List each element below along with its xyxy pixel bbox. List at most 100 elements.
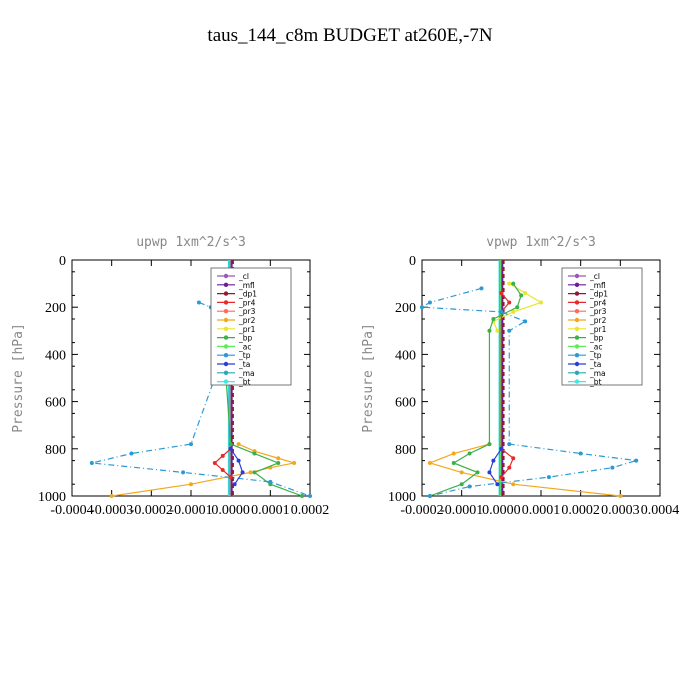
legend-marker xyxy=(223,273,229,279)
legend-marker xyxy=(574,361,580,367)
data-point-ta xyxy=(491,458,496,463)
legend-marker xyxy=(574,309,580,314)
x-tick-label: 0.0002 xyxy=(291,503,330,518)
data-point-tp xyxy=(578,451,583,456)
legend-label: _ac xyxy=(589,342,602,351)
x-tick-label: 0.0000 xyxy=(211,503,250,518)
y-tick-label: 0 xyxy=(409,254,416,269)
x-tick-label: -0.0003 xyxy=(90,503,133,518)
legend-marker xyxy=(574,317,580,323)
x-tick-label: 0.0003 xyxy=(601,503,640,518)
legend-marker xyxy=(223,353,229,358)
legend-marker xyxy=(574,353,580,358)
legend-label: _pr2 xyxy=(238,316,256,325)
data-point-pr1 xyxy=(507,281,512,286)
y-tick-label: 400 xyxy=(395,348,416,363)
data-point-ta xyxy=(236,458,241,463)
legend-label: _pr1 xyxy=(238,325,256,334)
data-point-pr2 xyxy=(276,456,281,461)
series-line-bp xyxy=(429,283,522,497)
panel-title: upwp 1xm^2/s^3 xyxy=(136,235,246,250)
data-point-pr1 xyxy=(495,328,500,333)
y-tick-label: 800 xyxy=(395,443,416,458)
x-tick-label: -0.0001 xyxy=(440,503,483,518)
legend-marker xyxy=(574,282,580,287)
data-point-tp xyxy=(420,305,424,310)
legend-label: _cl xyxy=(589,272,600,281)
legend-box xyxy=(561,267,643,386)
chart-panel-1: upwp 1xm^2/s^3 Pressure [hPa] 0 200 400 600 80… xyxy=(11,235,329,518)
legend-marker xyxy=(223,335,229,340)
x-tick-label: 0.0004 xyxy=(641,503,680,518)
legend-label: _pr1 xyxy=(589,325,607,334)
legend-marker xyxy=(223,326,229,331)
data-point-ta xyxy=(240,470,245,475)
x-tick-label: -0.0002 xyxy=(130,503,173,518)
legend-label: _pr4 xyxy=(238,298,256,307)
series-line-pr2 xyxy=(111,443,295,497)
data-point-pr2 xyxy=(427,460,432,465)
data-point-tp xyxy=(634,458,639,463)
data-point-bp xyxy=(276,460,281,465)
series-line-ta xyxy=(230,448,244,485)
data-point-ta xyxy=(487,470,492,475)
y-tick-label: 200 xyxy=(45,301,66,316)
data-point-tp xyxy=(427,300,432,305)
data-point-tp xyxy=(189,442,193,447)
data-point-ta xyxy=(499,446,504,451)
legend-marker xyxy=(574,291,580,296)
legend-marker xyxy=(574,300,580,305)
y-tick-label: 200 xyxy=(395,301,416,316)
data-point-pr2 xyxy=(511,482,516,487)
legend-label: _tp xyxy=(238,351,251,360)
data-point-pr4 xyxy=(212,460,217,465)
data-point-pr2 xyxy=(236,442,241,447)
data-point-bp xyxy=(475,470,480,475)
legend-label: _bp xyxy=(238,334,253,343)
legend-label: _ac xyxy=(238,342,251,351)
y-tick-label: 600 xyxy=(45,396,66,411)
legend-marker xyxy=(574,344,580,349)
legend-label: _ma xyxy=(238,369,255,378)
data-point-bp xyxy=(491,317,496,321)
legend-marker xyxy=(574,273,580,279)
legend-marker xyxy=(223,370,229,375)
data-point-pr4 xyxy=(220,453,225,458)
data-point-pr2 xyxy=(292,460,297,465)
data-point-pr4 xyxy=(499,291,504,296)
data-point-bp xyxy=(519,293,524,298)
data-point-ta xyxy=(228,446,233,451)
y-tick-label: 600 xyxy=(395,396,416,411)
legend-label: _ta xyxy=(589,360,601,369)
y-axis-label: Pressure [hPa] xyxy=(11,323,26,433)
data-point-tp xyxy=(129,451,134,456)
data-point-pr2 xyxy=(618,494,623,498)
x-tick-label: -0.0002 xyxy=(400,503,443,518)
data-point-pr4 xyxy=(507,300,512,305)
data-point-pr1 xyxy=(523,291,528,296)
legend-marker xyxy=(223,282,229,287)
legend-box xyxy=(210,267,292,386)
legend-label: _bt xyxy=(589,378,602,387)
legend-marker xyxy=(223,317,229,323)
legend-marker xyxy=(574,335,580,340)
legend-label: _bt xyxy=(238,378,251,387)
legend-marker xyxy=(574,379,580,384)
data-point-pr2 xyxy=(248,470,253,475)
panel-title: vpwp 1xm^2/s^3 xyxy=(486,235,596,250)
data-point-bp xyxy=(252,470,257,475)
data-point-pr4 xyxy=(228,475,233,480)
series-line-pr2 xyxy=(428,443,621,497)
data-point-bp xyxy=(511,281,516,286)
chart-panel-2: vpwp 1xm^2/s^3 Pressure [hPa] 0 200 400 600 80… xyxy=(361,235,679,518)
data-point-tp xyxy=(546,475,551,480)
data-point-tp xyxy=(523,319,528,324)
data-point-bp xyxy=(487,328,492,333)
y-tick-label: 0 xyxy=(59,254,66,269)
data-point-tp xyxy=(507,328,512,333)
legend-label: _dp1 xyxy=(238,290,257,299)
legend-label: _mfl xyxy=(238,281,255,290)
legend-label: _pr4 xyxy=(589,298,607,307)
data-point-tp xyxy=(89,460,94,465)
data-point-bp xyxy=(228,442,233,447)
